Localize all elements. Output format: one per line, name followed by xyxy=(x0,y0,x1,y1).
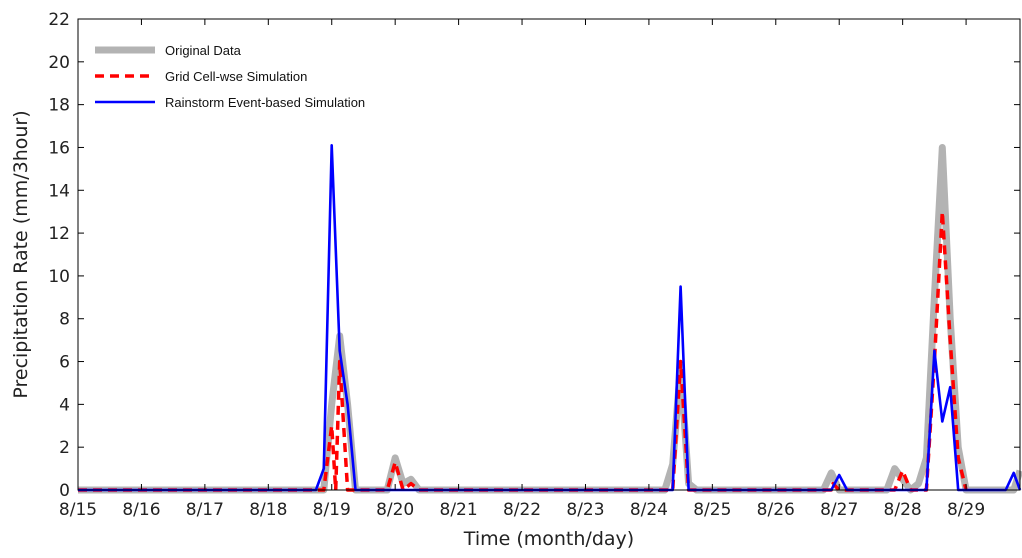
x-tick-label: 8/24 xyxy=(630,500,668,520)
y-tick-label: 0 xyxy=(59,481,70,501)
plot-frame xyxy=(77,18,1021,491)
x-axis-label: Time (month/day) xyxy=(463,528,634,550)
y-tick-label: 22 xyxy=(48,10,70,30)
y-tick-label: 4 xyxy=(59,395,70,415)
y-tick-label: 6 xyxy=(59,353,70,373)
y-tick-label: 2 xyxy=(59,438,70,458)
x-tick-label: 8/26 xyxy=(757,500,795,520)
x-tick-label: 8/20 xyxy=(376,500,414,520)
x-tick-label: 8/19 xyxy=(313,500,351,520)
y-axis-label: Precipitation Rate (mm/3hour) xyxy=(10,110,32,398)
y-tick-label: 20 xyxy=(48,53,70,73)
y-tick-label: 14 xyxy=(48,181,70,201)
x-tick-label: 8/18 xyxy=(249,500,287,520)
x-tick-label: 8/16 xyxy=(122,500,160,520)
y-tick-label: 16 xyxy=(48,138,70,158)
legend-label-0: Original Data xyxy=(165,43,242,58)
x-tick-label: 8/28 xyxy=(884,500,922,520)
x-tick-label: 8/23 xyxy=(566,500,604,520)
y-tick-label: 18 xyxy=(48,96,70,116)
axis-ticks: 0 2 4 6 8 10 12 14 16 18 20 22 8/15 8/16 8/17 8/18 8/19 8… xyxy=(48,10,1020,520)
x-tick-label: 8/27 xyxy=(820,500,858,520)
x-tick-label: 8/22 xyxy=(503,500,541,520)
x-tick-label: 8/15 xyxy=(59,500,97,520)
legend-label-1: Grid Cell-wse Simulation xyxy=(165,69,307,84)
series-line-1 xyxy=(78,209,968,492)
y-tick-label: 12 xyxy=(48,224,70,244)
x-tick-label: 8/17 xyxy=(186,500,224,520)
x-tick-label: 8/25 xyxy=(693,500,731,520)
legend: Original Data Grid Cell-wse Simulation Rai… xyxy=(95,43,365,110)
legend-label-2: Rainstorm Event-based Simulation xyxy=(165,95,365,110)
x-tick-label: 8/21 xyxy=(440,500,478,520)
x-tick-label: 8/29 xyxy=(947,500,985,520)
y-tick-label: 8 xyxy=(59,310,70,330)
y-tick-label: 10 xyxy=(48,267,70,287)
